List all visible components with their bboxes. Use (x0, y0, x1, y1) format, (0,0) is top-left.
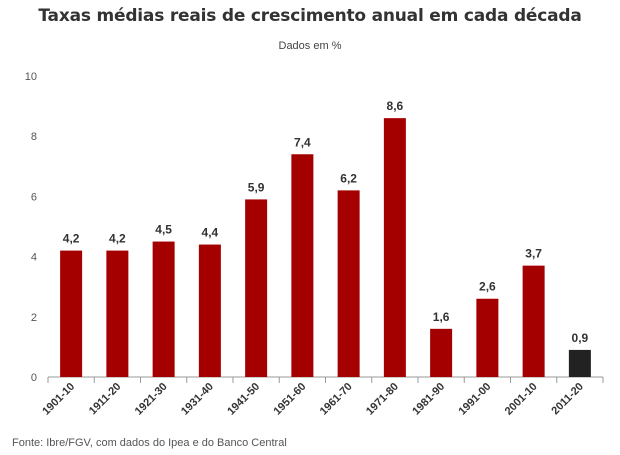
bar (106, 250, 129, 377)
x-tick-label: 1921-30 (133, 381, 170, 418)
x-tick-label: 1951-60 (271, 381, 308, 418)
bar (568, 349, 591, 377)
x-tick-label: 1911-20 (87, 381, 124, 418)
x-tick-label: 1901-10 (40, 381, 77, 418)
x-tick-label: 2001-10 (503, 381, 540, 418)
y-tick-label: 2 (31, 312, 37, 324)
bar (291, 154, 314, 377)
data-label: 4,2 (109, 232, 126, 246)
bar (245, 199, 268, 377)
data-label: 2,6 (479, 280, 496, 294)
y-tick-label: 6 (31, 191, 37, 203)
bar (430, 328, 453, 377)
y-tick-label: 4 (31, 252, 37, 264)
bar (60, 250, 83, 377)
bar (383, 118, 406, 377)
bar (522, 265, 545, 377)
data-label: 3,7 (525, 247, 542, 261)
x-tick-label: 1941-50 (225, 381, 262, 418)
data-label: 6,2 (340, 171, 357, 185)
data-label: 0,9 (572, 331, 589, 345)
x-tick-label: 1981-90 (410, 381, 447, 418)
y-tick-label: 0 (31, 372, 37, 384)
x-tick-label: 1991-00 (456, 381, 493, 418)
x-tick-label: 2011-20 (549, 381, 586, 418)
source-note: Fonte: Ibre/FGV, com dados do Ipea e do … (12, 437, 287, 449)
data-label: 1,6 (433, 310, 450, 324)
x-tick-label: 1931-40 (179, 381, 216, 418)
y-tick-label: 8 (31, 131, 37, 143)
bar (476, 298, 499, 377)
y-tick-label: 10 (25, 71, 37, 83)
chart-title: Taxas médias reais de crescimento anual … (38, 6, 582, 26)
data-label: 4,5 (155, 223, 172, 237)
data-label: 8,6 (387, 99, 404, 113)
bar (152, 241, 175, 377)
data-label: 4,2 (63, 232, 80, 246)
chart-subtitle: Dados em % (278, 40, 342, 52)
bar (337, 190, 360, 377)
bar (198, 244, 221, 377)
data-label: 5,9 (248, 180, 265, 194)
data-label: 7,4 (294, 135, 311, 149)
data-label: 4,4 (202, 226, 219, 240)
x-tick-label: 1971-80 (364, 381, 401, 418)
x-tick-label: 1961-70 (318, 381, 355, 418)
